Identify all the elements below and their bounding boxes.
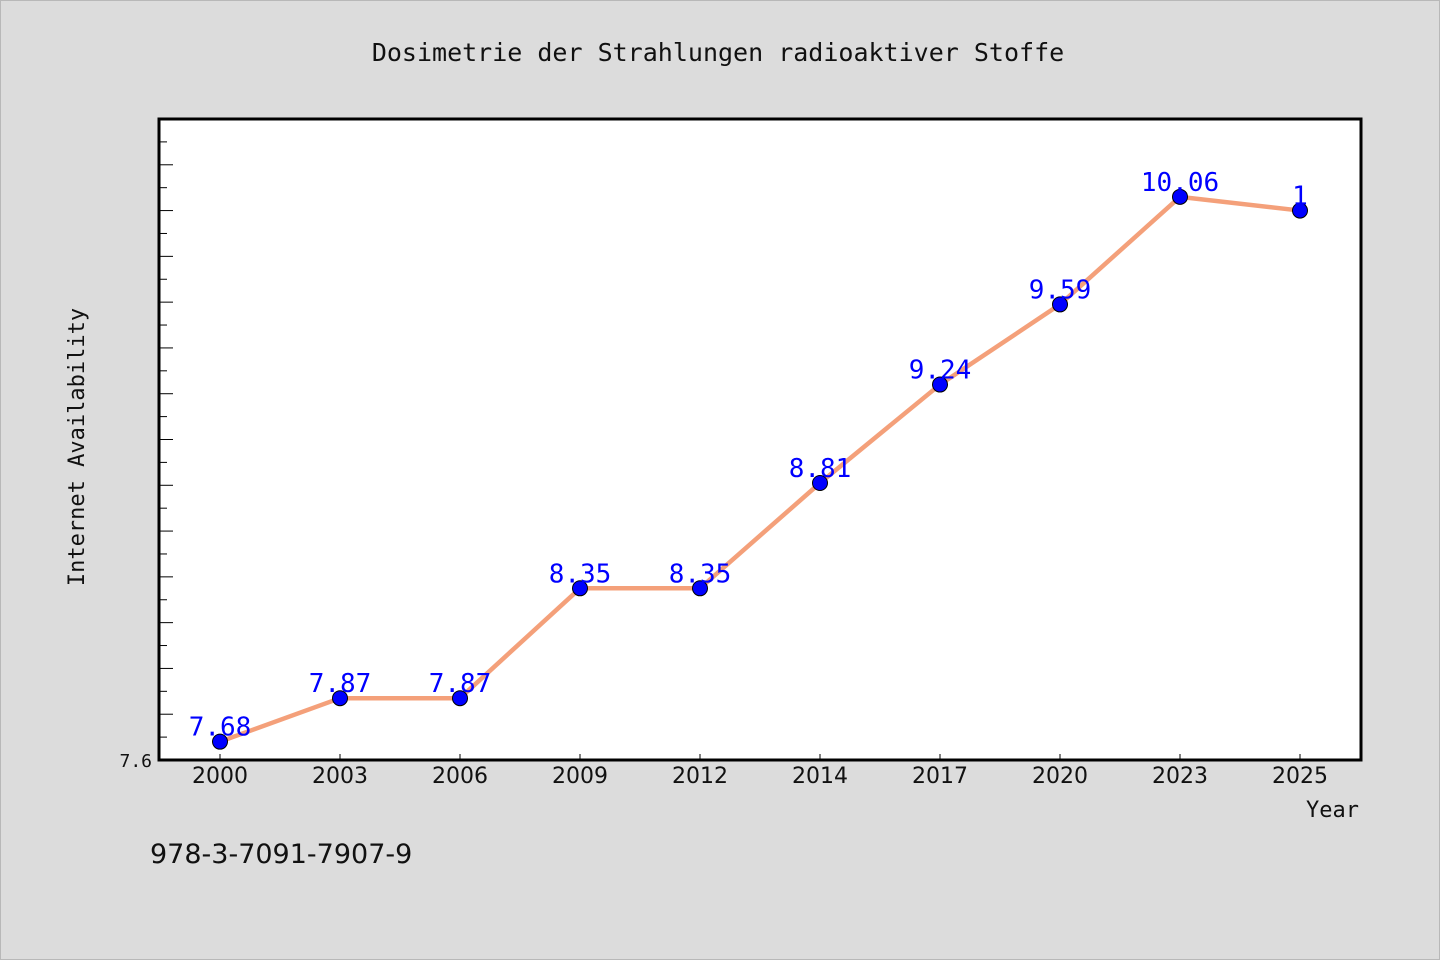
data-label: 9.59 — [1029, 275, 1092, 305]
data-point — [1172, 188, 1188, 205]
data-point — [1052, 296, 1068, 313]
data-point — [452, 690, 468, 707]
y-axis-ticks — [159, 141, 173, 761]
x-tick-label: 2006 — [432, 764, 488, 789]
data-point — [572, 580, 588, 597]
data-point — [332, 690, 348, 707]
x-axis-ticks: 2000 2003 2006 2009 2012 2014 2017 2020 2023 2025 — [192, 754, 1328, 789]
data-labels: 7.68 7.87 7.87 8.35 8.35 8.81 9.24 9.59 10.06 1 — [189, 168, 1308, 743]
x-tick-label: 2014 — [792, 764, 848, 789]
chart-title: Dosimetrie der Strahlungen radioaktiver … — [372, 38, 1064, 67]
x-tick-label: 2003 — [312, 764, 368, 789]
series-line — [217, 194, 1303, 744]
x-tick-label: 2009 — [552, 764, 608, 789]
data-label: 7.87 — [429, 669, 492, 699]
plot-area — [157, 117, 1363, 762]
x-tick-label: 2012 — [672, 764, 728, 789]
data-label: 8.81 — [789, 454, 852, 484]
data-point — [212, 733, 228, 750]
data-point — [812, 474, 828, 491]
data-label: 1 — [1292, 182, 1308, 212]
data-point — [692, 580, 708, 597]
y-tick-label: 7.6 — [119, 751, 152, 772]
data-label: 8.35 — [549, 559, 612, 589]
data-point — [1292, 202, 1308, 219]
x-tick-label: 2020 — [1032, 764, 1088, 789]
y-axis-label: Internet Availability — [65, 308, 90, 586]
x-tick-label: 2000 — [192, 764, 248, 789]
x-tick-label: 2025 — [1272, 764, 1328, 789]
isbn-footer: 978-3-7091-7907-9 — [150, 839, 412, 870]
data-label: 8.35 — [669, 559, 732, 589]
x-tick-label: 2017 — [912, 764, 968, 789]
data-label: 7.68 — [189, 713, 252, 743]
x-tick-label: 2023 — [1152, 764, 1208, 789]
data-label: 9.24 — [909, 356, 972, 386]
data-label: 7.87 — [309, 669, 372, 699]
data-point — [932, 376, 948, 393]
x-axis-label: Year — [1306, 798, 1359, 823]
series-markers — [212, 188, 1308, 750]
data-label: 10.06 — [1141, 168, 1219, 198]
